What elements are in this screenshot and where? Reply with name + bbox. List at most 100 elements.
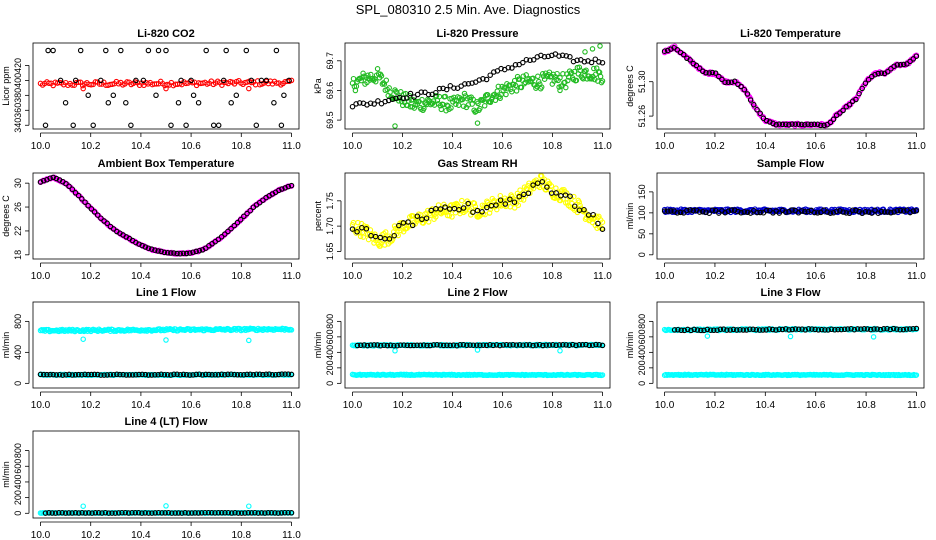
y-tick-label: 400	[13, 345, 23, 360]
data-point	[545, 53, 551, 60]
data-point	[744, 91, 751, 97]
data-point	[110, 371, 117, 378]
x-tick-label: 10.4	[131, 400, 151, 411]
data-point	[881, 326, 887, 332]
data-points	[37, 325, 295, 379]
data-point	[225, 371, 231, 378]
panel-9: Line 3 Flow ml/min 10.0 10.2 10.4 10.6 10.8 11.…	[625, 287, 926, 411]
data-point	[168, 250, 174, 256]
data-point	[756, 327, 763, 333]
data-point	[490, 342, 496, 349]
data-point	[888, 210, 894, 216]
data-point	[884, 209, 891, 215]
data-point	[725, 208, 732, 215]
data-point	[384, 342, 391, 349]
y-axis: 18 22 26 30	[13, 178, 30, 260]
data-point	[459, 96, 466, 103]
plot-frame	[656, 301, 925, 389]
data-point	[421, 105, 427, 112]
data-point	[145, 47, 152, 54]
data-point	[516, 342, 523, 348]
x-tick-label: 10.8	[543, 271, 563, 282]
data-point	[82, 371, 88, 378]
data-point	[42, 510, 49, 516]
data-point	[493, 93, 500, 99]
data-point	[687, 207, 693, 213]
data-point	[215, 122, 222, 129]
data-point	[698, 327, 704, 334]
x-axis: 10.0 10.2 10.4 10.6 10.8 11.0	[31, 262, 301, 282]
x-tick-label: 10.0	[343, 141, 363, 152]
panel-title: Line 3 Flow	[761, 287, 821, 299]
series-black	[349, 179, 606, 242]
data-point	[530, 182, 536, 188]
data-point	[830, 116, 837, 123]
data-point	[98, 372, 104, 378]
plot-frame	[344, 172, 611, 260]
data-point	[153, 81, 160, 87]
data-point	[394, 342, 400, 349]
data-point	[550, 342, 556, 348]
data-point	[404, 342, 410, 349]
data-point	[80, 503, 86, 509]
data-point	[88, 371, 95, 378]
data-point	[706, 70, 712, 76]
data-point	[724, 327, 730, 333]
data-point	[512, 82, 519, 89]
data-point	[913, 372, 920, 378]
data-point	[738, 210, 744, 216]
data-point	[744, 209, 751, 216]
y-axis-label: Licor ppm	[1, 66, 11, 106]
data-point	[569, 341, 576, 348]
data-point	[450, 342, 457, 348]
data-point	[543, 342, 549, 348]
data-point	[162, 510, 168, 516]
data-point	[105, 100, 112, 106]
data-point	[796, 326, 802, 333]
data-point	[770, 120, 776, 127]
data-point	[513, 342, 520, 348]
data-point	[799, 326, 805, 332]
data-point	[360, 234, 367, 240]
data-point	[738, 83, 744, 90]
data-point	[897, 62, 904, 68]
data-point	[583, 67, 589, 74]
data-point	[437, 206, 444, 212]
data-point	[523, 56, 530, 63]
data-point	[900, 61, 907, 68]
y-axis: 69.5 69.6 69.7	[325, 52, 342, 129]
data-point	[288, 327, 295, 333]
data-point	[47, 175, 53, 181]
data-point	[818, 326, 825, 333]
y-tick-label: 400	[13, 73, 23, 88]
data-point	[222, 231, 228, 237]
data-point	[285, 183, 292, 190]
data-point	[460, 205, 467, 211]
data-point	[815, 327, 822, 333]
data-point	[349, 226, 356, 232]
data-point	[553, 190, 559, 196]
data-point	[263, 371, 269, 378]
data-point	[258, 77, 265, 84]
data-point	[709, 69, 716, 76]
data-point	[536, 78, 542, 85]
x-tick-label: 10.4	[131, 141, 151, 152]
data-point	[225, 228, 231, 235]
figure-title: SPL_080310 2.5 Min. Ave. Diagnostics	[355, 2, 581, 17]
data-point	[350, 75, 357, 82]
data-point	[805, 121, 811, 127]
data-point	[890, 325, 897, 332]
data-point	[576, 64, 583, 71]
series-black	[661, 44, 920, 129]
data-point	[225, 509, 232, 516]
data-point	[190, 92, 197, 99]
y-tick-label: 0	[637, 252, 647, 257]
data-point	[520, 342, 526, 348]
data-point	[129, 372, 136, 378]
data-point	[145, 510, 152, 516]
x-tick-label: 10.4	[756, 141, 776, 152]
data-point	[694, 327, 701, 333]
data-point	[40, 371, 47, 378]
